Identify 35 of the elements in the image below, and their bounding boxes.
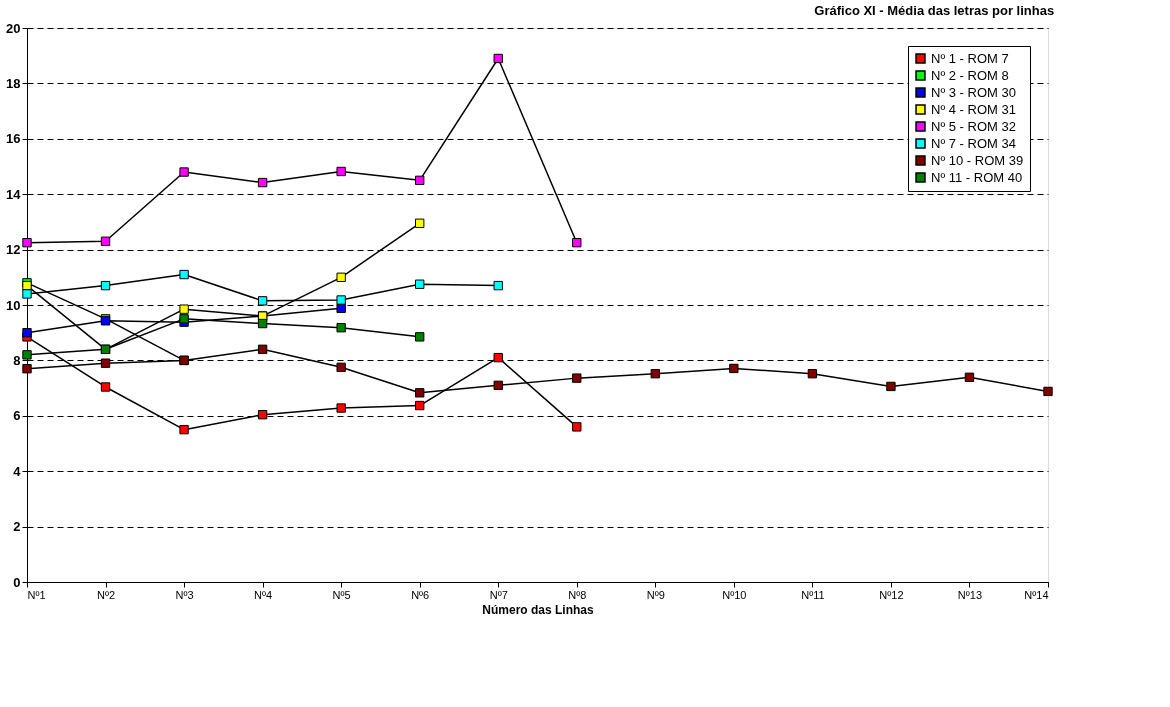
y-tick-label: 14 xyxy=(6,186,22,202)
x-tick-label: Nº9 xyxy=(646,588,665,601)
legend-label: Nº 2 - ROM 8 xyxy=(931,67,1009,83)
x-tick-label: Nº3 xyxy=(175,588,194,601)
legend-label: Nº 1 - ROM 7 xyxy=(931,50,1009,66)
x-tick-label: Nº6 xyxy=(411,588,430,601)
legend-label: Nº 10 - ROM 39 xyxy=(931,152,1024,168)
x-tick-label: Nº7 xyxy=(489,588,508,601)
x-tick-label: Nº4 xyxy=(254,588,273,601)
chart-title: Gráfico XI - Média das letras por linhas xyxy=(814,3,1055,18)
x-tick-label: Nº11 xyxy=(801,588,825,601)
x-tick-label: Nº8 xyxy=(568,588,587,601)
y-tick-label: 20 xyxy=(6,20,21,36)
y-tick-label: 18 xyxy=(6,75,21,91)
y-tick-label: 12 xyxy=(6,242,21,258)
x-tick-label: Nº5 xyxy=(332,588,351,601)
x-tick-label: Nº14 xyxy=(1024,588,1049,601)
x-tick-label: Nº1 xyxy=(27,588,46,601)
legend-label: Nº 7 - ROM 34 xyxy=(931,135,1016,151)
x-axis-title: Número das Linhas xyxy=(482,602,594,617)
y-tick-label: 4 xyxy=(13,463,22,479)
y-tick-label: 2 xyxy=(13,519,21,535)
legend-label: Nº 5 - ROM 32 xyxy=(931,118,1016,134)
x-tick-label: Nº2 xyxy=(96,588,116,601)
y-tick-label: 16 xyxy=(6,131,21,147)
y-tick-label: 8 xyxy=(13,352,21,368)
y-tick-label: 10 xyxy=(6,297,21,313)
legend-label: Nº 3 - ROM 30 xyxy=(931,84,1016,100)
x-tick-label: Nº10 xyxy=(722,588,747,601)
x-tick-label: Nº13 xyxy=(957,588,983,601)
legend-label: Nº 4 - ROM 31 xyxy=(931,101,1016,117)
y-tick-label: 0 xyxy=(13,574,21,590)
legend-label: Nº 11 - ROM 40 xyxy=(931,169,1023,185)
x-tick-label: Nº12 xyxy=(879,588,904,601)
y-tick-label: 6 xyxy=(13,408,21,424)
